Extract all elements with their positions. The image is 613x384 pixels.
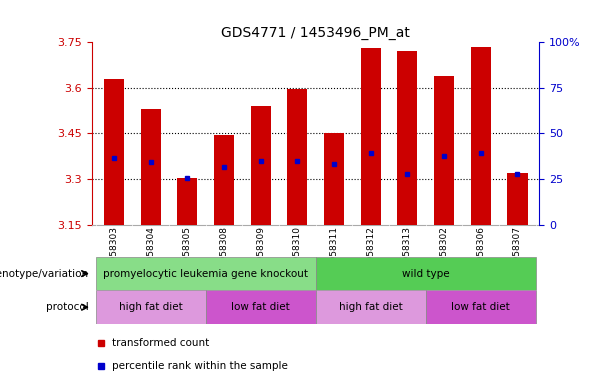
Text: GSM958302: GSM958302 bbox=[440, 227, 449, 281]
Text: protocol: protocol bbox=[46, 302, 89, 312]
Text: percentile rank within the sample: percentile rank within the sample bbox=[112, 361, 288, 371]
Text: GSM958311: GSM958311 bbox=[330, 227, 338, 281]
Bar bbox=[316, 290, 426, 324]
Bar bbox=[324, 133, 344, 225]
Text: transformed count: transformed count bbox=[112, 338, 209, 348]
Bar bbox=[96, 290, 205, 324]
Text: wild type: wild type bbox=[402, 268, 449, 279]
Bar bbox=[251, 106, 271, 225]
Bar bbox=[508, 173, 528, 225]
Text: GSM958312: GSM958312 bbox=[366, 227, 375, 281]
Text: GSM958310: GSM958310 bbox=[293, 227, 302, 281]
Bar bbox=[140, 109, 161, 225]
Bar bbox=[426, 290, 536, 324]
Text: promyelocytic leukemia gene knockout: promyelocytic leukemia gene knockout bbox=[103, 268, 308, 279]
Bar bbox=[177, 177, 197, 225]
Bar bbox=[316, 257, 536, 290]
Text: genotype/variation: genotype/variation bbox=[0, 268, 89, 279]
Bar bbox=[96, 257, 316, 290]
Text: GSM958309: GSM958309 bbox=[256, 227, 265, 281]
Text: high fat diet: high fat diet bbox=[119, 302, 183, 312]
Bar bbox=[287, 89, 308, 225]
Bar bbox=[214, 135, 234, 225]
Bar bbox=[397, 51, 417, 225]
Text: GSM958308: GSM958308 bbox=[219, 227, 229, 281]
Text: GSM958305: GSM958305 bbox=[183, 227, 192, 281]
Bar bbox=[205, 290, 316, 324]
Text: GSM958307: GSM958307 bbox=[513, 227, 522, 281]
Bar bbox=[360, 48, 381, 225]
Bar bbox=[104, 79, 124, 225]
Text: GSM958303: GSM958303 bbox=[110, 227, 118, 281]
Bar bbox=[434, 76, 454, 225]
Text: GSM958306: GSM958306 bbox=[476, 227, 485, 281]
Bar bbox=[471, 47, 491, 225]
Title: GDS4771 / 1453496_PM_at: GDS4771 / 1453496_PM_at bbox=[221, 26, 410, 40]
Text: high fat diet: high fat diet bbox=[339, 302, 403, 312]
Text: low fat diet: low fat diet bbox=[231, 302, 290, 312]
Text: GSM958304: GSM958304 bbox=[146, 227, 155, 281]
Text: low fat diet: low fat diet bbox=[451, 302, 510, 312]
Text: GSM958313: GSM958313 bbox=[403, 227, 412, 281]
